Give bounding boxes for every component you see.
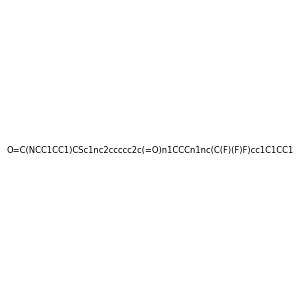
Text: O=C(NCC1CC1)CSc1nc2ccccc2c(=O)n1CCCn1nc(C(F)(F)F)cc1C1CC1: O=C(NCC1CC1)CSc1nc2ccccc2c(=O)n1CCCn1nc(… [6, 146, 294, 154]
